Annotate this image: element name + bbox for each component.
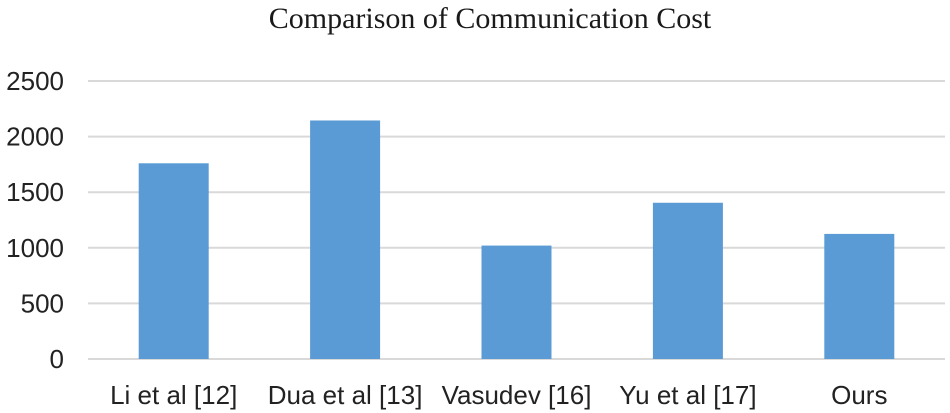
y-tick-label: 2000 <box>6 122 64 152</box>
bars <box>138 120 895 359</box>
y-tick-label: 0 <box>50 344 64 374</box>
x-axis-labels: Li et al [12] Dua et al [13] Vasudev [16] Y… <box>110 380 887 410</box>
x-category-label: Yu et al [17] <box>619 380 756 410</box>
bar-2 <box>310 120 381 359</box>
x-category-label: Ours <box>831 380 887 410</box>
y-tick-label: 1000 <box>6 233 64 263</box>
bar-1 <box>138 163 209 359</box>
x-category-label: Li et al [12] <box>110 380 237 410</box>
y-tick-label: 1500 <box>6 177 64 207</box>
x-category-label: Dua et al [13] <box>268 380 423 410</box>
y-tick-label: 2500 <box>6 66 64 96</box>
y-axis-ticks: 0 500 1000 1500 2000 2500 <box>6 66 64 374</box>
chart-title: Comparison of Communication Cost <box>269 2 712 35</box>
y-tick-label: 500 <box>21 288 64 318</box>
bar-4 <box>652 202 723 359</box>
bar-3 <box>481 245 552 359</box>
x-category-label: Vasudev [16] <box>442 380 592 410</box>
bar-5 <box>824 233 895 359</box>
